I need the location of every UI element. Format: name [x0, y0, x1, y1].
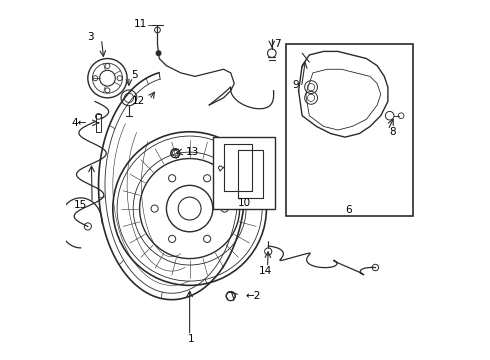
- Text: 9: 9: [293, 80, 299, 90]
- Text: 3: 3: [87, 32, 94, 42]
- Text: 10: 10: [238, 198, 251, 208]
- Text: 7: 7: [274, 39, 281, 49]
- Text: 8: 8: [390, 127, 396, 137]
- Bar: [213, 137, 275, 208]
- Circle shape: [156, 51, 161, 56]
- Text: ←2: ←2: [245, 291, 260, 301]
- Text: 5: 5: [131, 69, 137, 80]
- Text: 12: 12: [132, 96, 145, 106]
- Text: 4←: 4←: [72, 118, 87, 128]
- Text: 13: 13: [186, 147, 199, 157]
- Bar: [286, 44, 413, 216]
- Text: 14: 14: [259, 266, 272, 276]
- Text: 15: 15: [74, 200, 87, 210]
- Text: 1: 1: [188, 334, 195, 344]
- Text: 11: 11: [133, 18, 147, 28]
- Text: 6: 6: [345, 205, 352, 215]
- Bar: [97, 114, 100, 132]
